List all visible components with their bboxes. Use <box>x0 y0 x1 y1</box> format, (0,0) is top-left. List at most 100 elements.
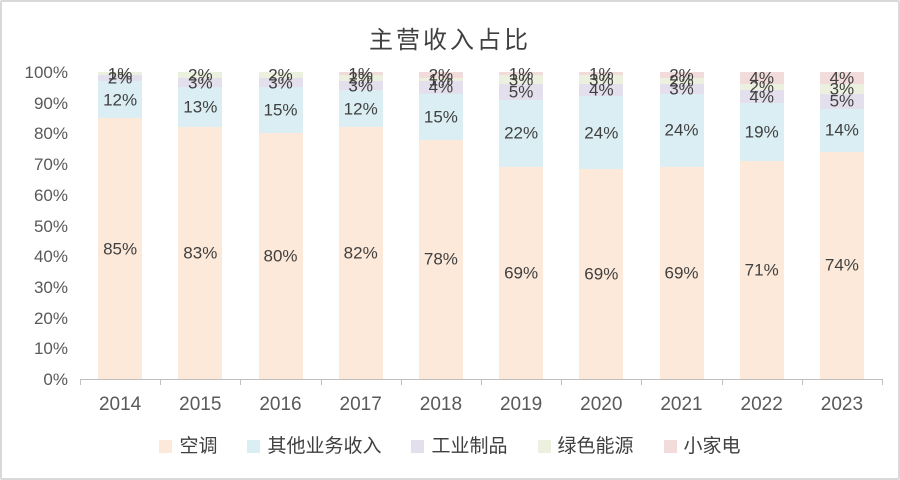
data-label-其他业务收入-2018: 15% <box>423 107 458 126</box>
legend-swatch-小家电 <box>663 440 677 453</box>
x-axis-tick <box>641 380 643 385</box>
x-axis-label-2015: 2015 <box>179 394 222 415</box>
legend-item-绿色能源: 绿色能源 <box>537 436 634 457</box>
x-axis-label-2021: 2021 <box>660 394 703 415</box>
bar-segment-空调-2020 <box>579 169 624 379</box>
bar-segment-空调-2021 <box>659 167 704 379</box>
data-label-其他业务收入-2014: 12% <box>103 90 138 110</box>
data-label-空调-2018: 78% <box>423 249 458 269</box>
bar-segment-工业制品-2023 <box>819 93 864 109</box>
bar-segment-其他业务收入-2015 <box>178 87 223 127</box>
data-label-其他业务收入-2021: 24% <box>664 120 699 140</box>
data-label-其他业务收入-2016: 15% <box>263 100 298 120</box>
bar-segment-空调-2019 <box>499 167 544 379</box>
bar-segment-工业制品-2021 <box>659 84 704 94</box>
data-label-空调-2019: 69% <box>504 263 539 283</box>
bar-segment-空调-2015 <box>178 126 223 379</box>
x-axis-label-2022: 2022 <box>740 394 783 415</box>
legend-item-小家电: 小家电 <box>663 437 741 456</box>
data-label-工业制品-2014: 2% <box>107 68 133 88</box>
data-label-其他业务收入-2019: 22% <box>504 123 539 143</box>
bar-segment-工业制品-2018 <box>418 81 463 94</box>
legend-swatch-工业制品 <box>411 440 425 453</box>
x-axis-label-2014: 2014 <box>98 394 142 415</box>
x-axis-tick <box>481 380 482 385</box>
data-label-绿色能源-2023: 3% <box>829 79 855 99</box>
legend-label-其他业务收入: 其他业务收入 <box>267 436 382 457</box>
bar-segment-其他业务收入-2022 <box>739 102 784 162</box>
bar-segment-工业制品-2016 <box>258 78 303 88</box>
data-label-小家电-2020: 1% <box>589 64 614 84</box>
y-axis-tick-label: 0% <box>43 370 68 389</box>
bar-segment-小家电-2021 <box>659 72 704 79</box>
legend-label-工业制品: 工业制品 <box>431 436 508 457</box>
legend: 空调 其他业务收入 工业制品 绿色能源 小家电 <box>2 437 898 456</box>
x-axis-tick <box>721 380 723 385</box>
data-label-绿色能源-2021: 2% <box>669 71 694 91</box>
y-axis-tick-label: 10% <box>33 339 68 359</box>
data-label-绿色能源-2020: 3% <box>589 70 614 90</box>
data-label-小家电-2022: 4% <box>749 68 774 88</box>
data-label-小家电-2017: 1% <box>348 64 373 84</box>
data-label-小家电-2023: 4% <box>829 68 855 88</box>
bar-segment-小家电-2020 <box>579 72 624 76</box>
data-label-工业制品-2015: 3% <box>188 73 213 93</box>
bar-segment-绿色能源-2021 <box>659 78 704 85</box>
bar-segment-空调-2014 <box>98 118 143 379</box>
bar-segment-其他业务收入-2020 <box>579 96 624 170</box>
bar-segment-空调-2018 <box>418 139 463 379</box>
bar-segment-其他业务收入-2019 <box>499 99 544 168</box>
data-label-绿色能源-2014: 1% <box>107 64 133 84</box>
x-axis-tick <box>801 380 803 385</box>
bar-segment-其他业务收入-2014 <box>98 81 143 119</box>
y-axis-tick-label: 40% <box>33 247 68 267</box>
x-axis-label-2017: 2017 <box>339 394 382 415</box>
bar-segment-小家电-2023 <box>819 72 864 85</box>
bar-segment-工业制品-2020 <box>579 84 624 97</box>
bar-segment-绿色能源-2020 <box>579 75 624 85</box>
bar-segment-绿色能源-2023 <box>819 84 864 94</box>
bar-segment-工业制品-2022 <box>739 90 784 103</box>
legend-label-绿色能源: 绿色能源 <box>557 436 634 457</box>
data-label-其他业务收入-2023: 14% <box>824 120 859 140</box>
data-label-绿色能源-2022: 2% <box>749 77 774 97</box>
bar-segment-工业制品-2017 <box>338 81 383 91</box>
bar-segment-绿色能源-2019 <box>499 75 544 85</box>
chart-title: 主营收入占比 <box>369 28 531 54</box>
x-axis-tick <box>240 380 242 385</box>
x-axis-tick <box>320 380 322 385</box>
data-label-工业制品-2019: 5% <box>508 82 534 102</box>
y-axis-tick-label: 80% <box>33 124 68 144</box>
data-label-工业制品-2017: 3% <box>348 76 373 96</box>
data-label-其他业务收入-2022: 19% <box>744 122 779 142</box>
y-axis-tick-label: 20% <box>33 308 68 328</box>
data-label-绿色能源-2019: 3% <box>508 70 534 90</box>
data-label-空调-2022: 71% <box>744 260 779 280</box>
bar-segment-绿色能源-2015 <box>178 72 223 79</box>
data-label-小家电-2019: 1% <box>508 64 534 84</box>
bar-segment-空调-2017 <box>338 127 383 379</box>
data-label-空调-2020: 69% <box>584 264 619 284</box>
data-label-工业制品-2020: 4% <box>589 80 614 100</box>
legend-item-空调: 空调 <box>159 437 217 456</box>
data-label-空调-2017: 82% <box>343 243 378 263</box>
x-axis-label-2016: 2016 <box>259 394 302 415</box>
data-label-工业制品-2018: 4% <box>428 77 454 97</box>
data-label-其他业务收入-2020: 24% <box>584 123 619 143</box>
data-label-绿色能源-2018: 1% <box>428 70 454 90</box>
data-label-工业制品-2021: 3% <box>669 79 694 99</box>
legend-item-工业制品: 工业制品 <box>411 436 508 457</box>
y-axis-tick-label: 90% <box>33 93 68 113</box>
bar-segment-其他业务收入-2018 <box>418 93 463 140</box>
legend-item-其他业务收入: 其他业务收入 <box>247 437 381 456</box>
legend-swatch-绿色能源 <box>537 440 551 453</box>
bar-segment-绿色能源-2016 <box>258 72 303 79</box>
data-label-绿色能源-2016: 2% <box>268 65 293 85</box>
data-label-小家电-2018: 2% <box>428 65 454 85</box>
bar-segment-其他业务收入-2016 <box>258 87 303 134</box>
bar-segment-绿色能源-2014 <box>98 72 143 76</box>
bar-segment-空调-2023 <box>819 151 864 379</box>
x-axis-label-2020: 2020 <box>580 394 623 415</box>
bar-segment-小家电-2017 <box>338 72 383 76</box>
